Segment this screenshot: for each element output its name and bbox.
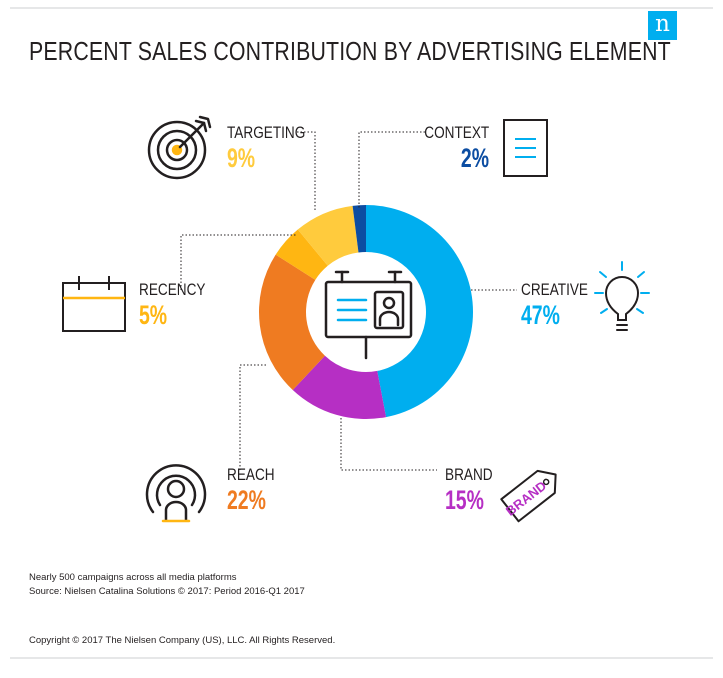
copyright-note: Copyright © 2017 The Nielsen Company (US… (29, 635, 336, 646)
calendar-icon (62, 276, 126, 332)
chart-title: PERCENT SALES CONTRIBUTION BY ADVERTISIN… (29, 36, 671, 66)
bottom-divider (10, 657, 713, 659)
target-icon (147, 115, 212, 180)
donut-slice-reach (259, 254, 325, 390)
top-divider (10, 7, 713, 9)
donut-slice-creative (366, 205, 473, 418)
donut-slice-targeting (297, 205, 359, 266)
label-targeting: TARGETING (227, 123, 306, 142)
leader-lines (180, 131, 517, 471)
value-reach: 22% (227, 485, 266, 515)
label-context: CONTEXT (424, 123, 489, 142)
billboard-icon (324, 270, 413, 360)
label-reach: REACH (227, 465, 275, 484)
brand-tag-icon: BRAND (500, 469, 557, 523)
value-brand: 15% (445, 485, 484, 515)
value-targeting: 9% (227, 143, 256, 173)
donut-slice-brand (292, 355, 387, 419)
label-recency: RECENCY (139, 280, 206, 299)
leader-line-targeting (297, 131, 316, 212)
lightbulb-icon (594, 261, 650, 331)
broadcast-person-icon (145, 464, 207, 523)
donut-slice-context (352, 205, 366, 253)
leader-line-context (358, 131, 425, 208)
donut-chart (259, 205, 473, 419)
leader-line-brand (340, 418, 437, 471)
leader-line-recency (180, 234, 297, 290)
nielsen-logo: n (648, 11, 677, 40)
label-creative: CREATIVE (521, 280, 589, 299)
value-creative: 47% (521, 300, 560, 330)
donut-slice-recency (275, 229, 328, 280)
source-note: Source: Nielsen Catalina Solutions © 201… (29, 586, 305, 597)
campaigns-note: Nearly 500 campaigns across all media pl… (29, 572, 237, 583)
value-recency: 5% (139, 300, 168, 330)
label-brand: BRAND (445, 465, 493, 484)
leader-line-reach (239, 364, 266, 470)
brand-tag-text: BRAND (503, 478, 549, 519)
document-icon (503, 119, 548, 177)
value-context: 2% (460, 143, 489, 173)
